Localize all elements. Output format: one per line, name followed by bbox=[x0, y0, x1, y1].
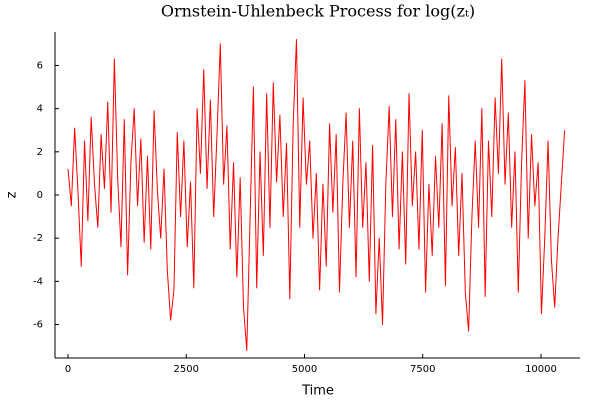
y-tick-label: 2 bbox=[37, 147, 43, 158]
y-tick-label: 0 bbox=[37, 190, 43, 201]
data-line bbox=[67, 39, 566, 351]
y-tick-label: 4 bbox=[37, 104, 43, 115]
y-tick-label: -6 bbox=[33, 320, 43, 331]
x-tick-label: 10000 bbox=[525, 364, 557, 375]
y-axis-label: z bbox=[5, 191, 20, 198]
x-axis-label: Time bbox=[301, 384, 334, 399]
x-tick-label: 5000 bbox=[292, 364, 317, 375]
y-tick-label: -2 bbox=[33, 233, 43, 244]
x-tick-label: 0 bbox=[65, 364, 71, 375]
x-tick-label: 2500 bbox=[174, 364, 199, 375]
x-tick-label: 7500 bbox=[410, 364, 435, 375]
y-tick-label: 6 bbox=[37, 60, 43, 71]
chart-title: Ornstein-Uhlenbeck Process for log(zₜ) bbox=[161, 2, 475, 21]
y-tick-label: -4 bbox=[33, 276, 43, 287]
